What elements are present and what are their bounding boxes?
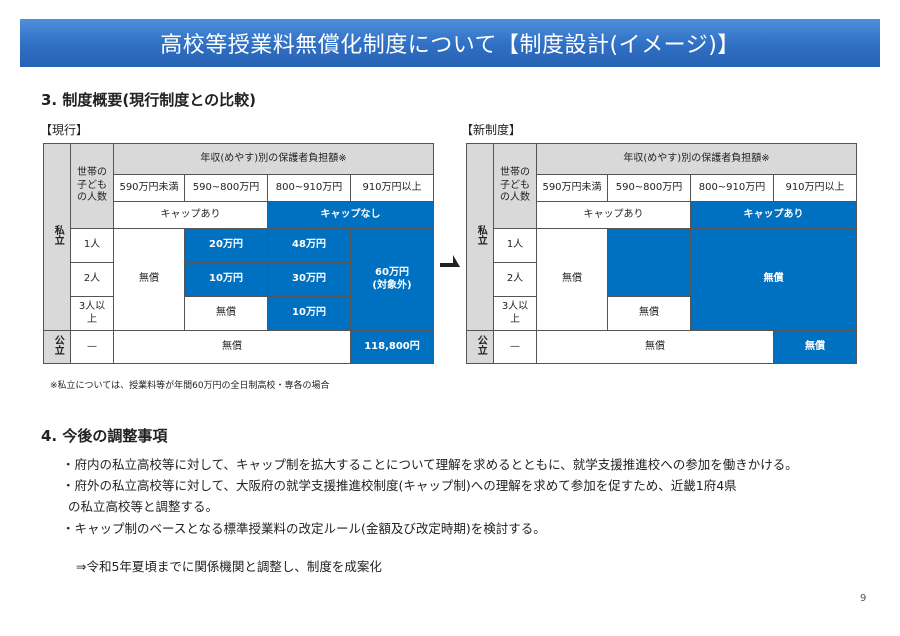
cap-yes-header-2: キャップあり: [690, 201, 857, 229]
cell-r3-c2: 無償: [607, 296, 691, 331]
cell-r3-c2: 無償: [184, 296, 268, 331]
conclusion: ⇒令和5年夏頃までに関係機関と調整し、制度を成案化: [76, 559, 382, 574]
section-3-heading: 3. 制度概要(現行制度との比較): [41, 91, 256, 109]
row-3-child: 3人以上: [493, 296, 537, 331]
public-free: 無償: [536, 330, 774, 364]
cell-r1-c3: 48万円: [267, 228, 351, 263]
public-last: 無償: [773, 330, 857, 364]
public-label: 公立: [43, 330, 71, 364]
public-dash: —: [493, 330, 537, 364]
bullet-2-cont: の私立高校等と調整する。: [68, 499, 219, 514]
free-cell: 無償: [113, 228, 185, 331]
cell-col4: 60万円 (対象外): [350, 228, 434, 331]
public-dash: —: [70, 330, 114, 364]
row-3-child: 3人以上: [70, 296, 114, 331]
private-label: 私立: [43, 143, 71, 331]
public-label: 公立: [466, 330, 494, 364]
blue-free-cell: 無償: [690, 228, 857, 331]
row-2-child: 2人: [493, 262, 537, 297]
bracket-4: 910万円以上: [350, 174, 434, 202]
cap-yes-header: キャップあり: [536, 201, 691, 229]
cap-yes-header: キャップあり: [113, 201, 268, 229]
cell-r3-c3: 10万円: [267, 296, 351, 331]
bracket-3: 800~910万円: [267, 174, 351, 202]
income-header: 年収(めやす)別の保護者負担額※: [113, 143, 434, 175]
new-table: 私立 世帯の子どもの人数 年収(めやす)別の保護者負担額※ 590万円未満 59…: [466, 143, 857, 364]
bracket-1: 590万円未満: [113, 174, 185, 202]
public-free: 無償: [113, 330, 351, 364]
children-header: 世帯の子どもの人数: [493, 143, 537, 229]
bracket-1: 590万円未満: [536, 174, 608, 202]
private-label: 私立: [466, 143, 494, 331]
row-1-child: 1人: [70, 228, 114, 263]
bracket-3: 800~910万円: [690, 174, 774, 202]
public-last: 118,800円: [350, 330, 434, 364]
cap-no-header: キャップなし: [267, 201, 434, 229]
page-title: 高校等授業料無償化制度について【制度設計(イメージ)】: [160, 33, 740, 58]
cell-r2-c3: 30万円: [267, 262, 351, 297]
row-2-child: 2人: [70, 262, 114, 297]
bracket-2: 590~800万円: [607, 174, 691, 202]
row-1-child: 1人: [493, 228, 537, 263]
title-banner: 高校等授業料無償化制度について【制度設計(イメージ)】: [20, 19, 880, 67]
section-4-heading: 4. 今後の調整事項: [41, 427, 168, 445]
free-cell: 無償: [536, 228, 608, 331]
bracket-4: 910万円以上: [773, 174, 857, 202]
footnote: ※私立については、授業料等が年間60万円の全日制高校・専各の場合: [50, 381, 330, 391]
arrow-right-icon: [440, 255, 460, 267]
cell-r2-c2: 10万円: [184, 262, 268, 297]
bullet-2: ・府外の私立高校等に対して、大阪府の就学支援推進校制度(キャップ制)への理解を求…: [62, 478, 737, 493]
bullet-3: ・キャップ制のベースとなる標準授業料の改定ルール(金額及び改定時期)を検討する。: [62, 521, 546, 536]
bracket-2: 590~800万円: [184, 174, 268, 202]
income-header: 年収(めやす)別の保護者負担額※: [536, 143, 857, 175]
children-header: 世帯の子どもの人数: [70, 143, 114, 229]
blue-block-left: [607, 228, 691, 297]
bullet-1: ・府内の私立高校等に対して、キャップ制を拡大することについて理解を求めるとともに…: [62, 457, 798, 472]
new-label: 【新制度】: [461, 123, 522, 137]
cell-r1-c2: 20万円: [184, 228, 268, 263]
current-table: 私立 世帯の子どもの人数 年収(めやす)別の保護者負担額※ 590万円未満 59…: [43, 143, 434, 364]
current-label: 【現行】: [40, 123, 89, 137]
page-number: 9: [860, 593, 867, 604]
